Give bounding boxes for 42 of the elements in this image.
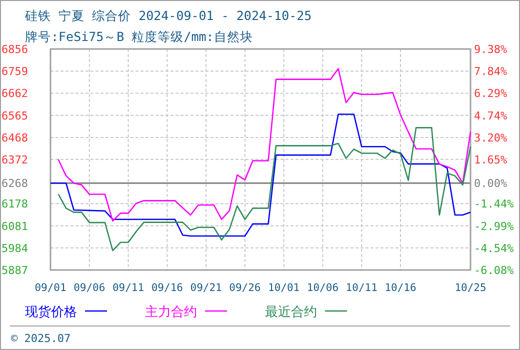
- x-tick-label: 10/25: [454, 282, 486, 294]
- x-tick-label: 09/26: [229, 282, 261, 294]
- line-series: [58, 127, 472, 252]
- y2-tick-label: 4.74%: [474, 109, 508, 122]
- y-tick-label: 6372: [2, 153, 28, 166]
- text: © 2025.07: [11, 332, 71, 345]
- y2-tick-label: 1.65%: [474, 154, 508, 166]
- x-tick-label: 10/11: [346, 282, 378, 294]
- y-tick-label: 6856: [2, 43, 28, 56]
- x-tick-label: 10/16: [384, 282, 416, 294]
- y2-tick-label: -1.44%: [474, 198, 514, 211]
- x-tick-label: 10/01: [268, 282, 300, 294]
- y-tick-label: 5887: [2, 264, 28, 277]
- y-tick-label: 6468: [2, 131, 28, 144]
- x-tick-label: 09/16: [151, 282, 183, 294]
- y-tick-label: 6565: [2, 109, 28, 122]
- y2-tick-label: 7.84%: [474, 65, 508, 78]
- y-tick-label: 6662: [2, 87, 28, 100]
- legend-label: 最近合约: [265, 305, 317, 320]
- legend-label: 现货价格: [25, 305, 77, 320]
- y-tick-label: 5984: [2, 242, 28, 255]
- y2-tick-label: 3.20%: [474, 131, 508, 144]
- y2-tick-label: -6.08%: [474, 264, 514, 277]
- y2-tick-label: 6.29%: [474, 87, 508, 100]
- chart-title: 硅铁 宁夏 综合价 2024-09-01 - 2024-10-25: [24, 8, 312, 23]
- y2-tick-label: -4.54%: [474, 242, 514, 255]
- y2-tick-label: 0.00%: [474, 177, 508, 190]
- x-tick-label: 10/06: [306, 282, 339, 294]
- x-tick-label: 09/06: [74, 282, 106, 294]
- line-series: [50, 114, 472, 237]
- legend-label: 主力合约: [145, 304, 197, 320]
- y2-tick-label: -2.99%: [474, 220, 514, 233]
- y-tick-label: 6759: [2, 65, 28, 78]
- y-tick-label: 6081: [2, 220, 28, 233]
- y-tick-label: 6268: [2, 177, 28, 190]
- line-series: [58, 68, 472, 222]
- chart-subtitle: 牌号:FeSi75～B 粒度等级/mm:自然块: [25, 29, 253, 44]
- y2-tick-label: 9.38%: [474, 43, 508, 56]
- y-tick-label: 6178: [2, 198, 28, 211]
- x-tick-label: 09/21: [190, 282, 222, 294]
- x-tick-label: 09/11: [112, 282, 144, 294]
- x-tick-label: 09/01: [34, 282, 66, 294]
